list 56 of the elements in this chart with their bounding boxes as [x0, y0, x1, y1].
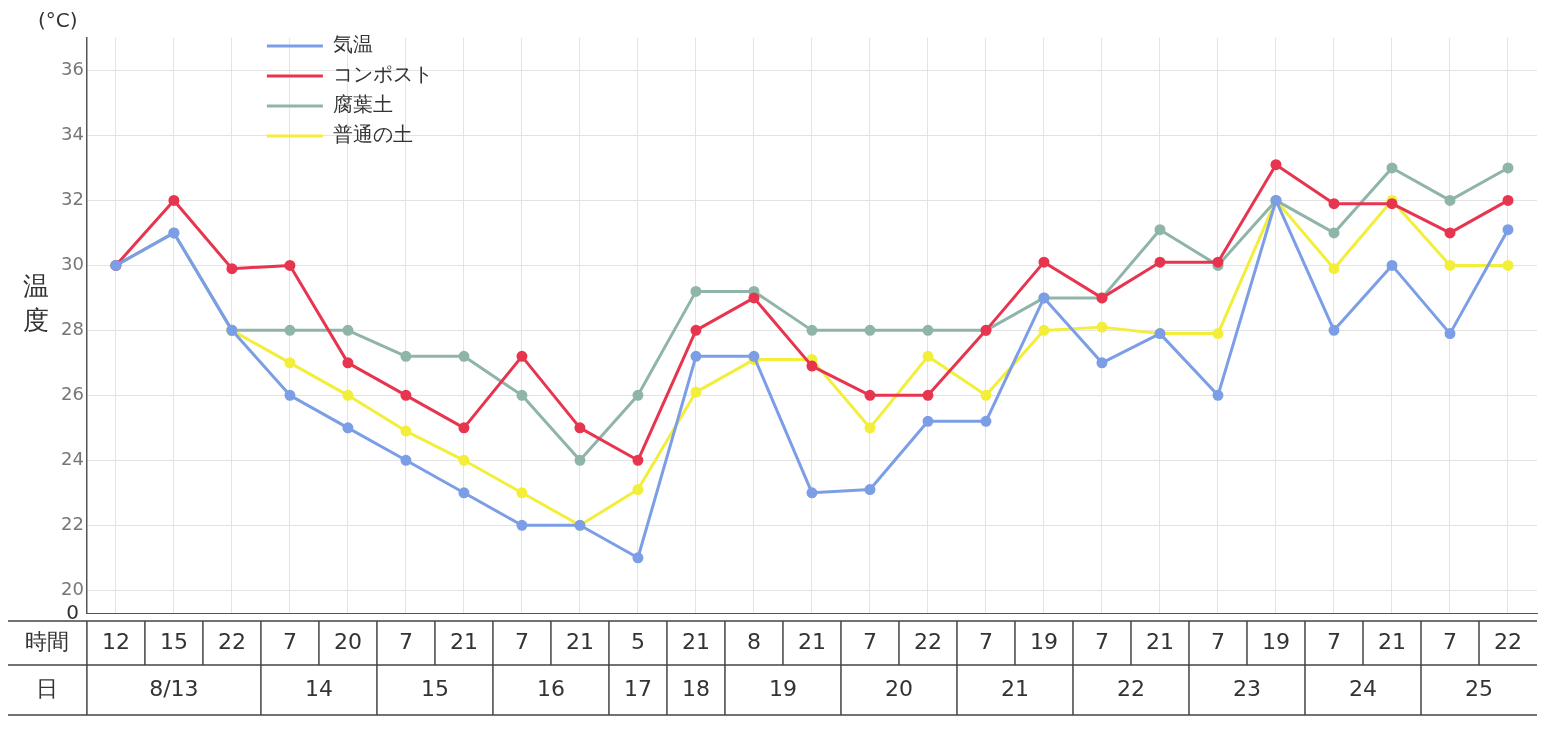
x-tick-label: 22	[217, 628, 246, 654]
text: 15	[420, 675, 449, 701]
x-tick-label: 22	[1494, 628, 1522, 654]
x-tick-label: 21	[1377, 628, 1406, 654]
y-tick-label: 32	[61, 188, 84, 210]
x-tick-label: 8	[746, 628, 761, 654]
x-tick-label: 21	[1145, 628, 1174, 654]
text: 24	[1348, 675, 1377, 701]
x-tick-label: 21	[449, 628, 478, 654]
text: 17	[623, 675, 652, 701]
text: 14	[304, 675, 333, 701]
text: 8/13	[149, 675, 199, 701]
x-tick-label: 19	[1029, 628, 1058, 654]
x-tick-label: 22	[913, 628, 942, 654]
text: 23	[1232, 675, 1261, 701]
y-axis-title: 温度	[23, 271, 49, 336]
y-tick-label: 30	[61, 253, 84, 275]
text: 18	[681, 675, 710, 701]
x-tick-label: 7	[862, 628, 877, 654]
x-tick-label: 7	[1442, 628, 1457, 654]
legend-label: 気温	[332, 32, 373, 57]
legend-label: コンポスト	[332, 62, 433, 87]
x-tick-label: 19	[1261, 628, 1290, 654]
y-tick-label: 24	[61, 447, 84, 469]
x-tick-label: 12	[101, 628, 130, 654]
x-tick-label: 5	[630, 628, 645, 654]
x-tick-label: 7	[1326, 628, 1341, 654]
text: 時間	[25, 628, 70, 654]
x-tick-label: 15	[159, 628, 188, 654]
text: 日	[36, 675, 59, 701]
x-tick-label: 7	[282, 628, 297, 654]
x-tick-label: 7	[1094, 628, 1109, 654]
text: (°C)	[38, 8, 78, 33]
y-tick-label: 36	[61, 58, 84, 80]
y-tick-label: 22	[61, 512, 84, 534]
x-tick-label: 21	[797, 628, 826, 654]
x-tick-label: 20	[333, 628, 362, 654]
x-tick-label: 7	[514, 628, 529, 654]
text: 19	[768, 675, 797, 701]
x-tick-label: 21	[681, 628, 710, 654]
y-tick-label: 28	[61, 318, 84, 340]
x-tick-label: 7	[398, 628, 413, 654]
y-tick-label: 26	[61, 383, 84, 405]
legend-label: 腐葉土	[332, 92, 393, 117]
x-tick-label: 7	[978, 628, 993, 654]
text: 20	[884, 675, 913, 701]
text: 25	[1465, 675, 1493, 701]
legend-label: 普通の土	[332, 122, 413, 147]
text: 22	[1116, 675, 1145, 701]
y-tick-label: 20	[61, 577, 84, 599]
x-tick-label: 21	[565, 628, 594, 654]
y-tick-label: 34	[61, 123, 84, 145]
x-tick-label: 7	[1210, 628, 1225, 654]
text: 21	[1000, 675, 1029, 701]
text: 16	[536, 675, 565, 701]
text: 0	[66, 600, 79, 625]
